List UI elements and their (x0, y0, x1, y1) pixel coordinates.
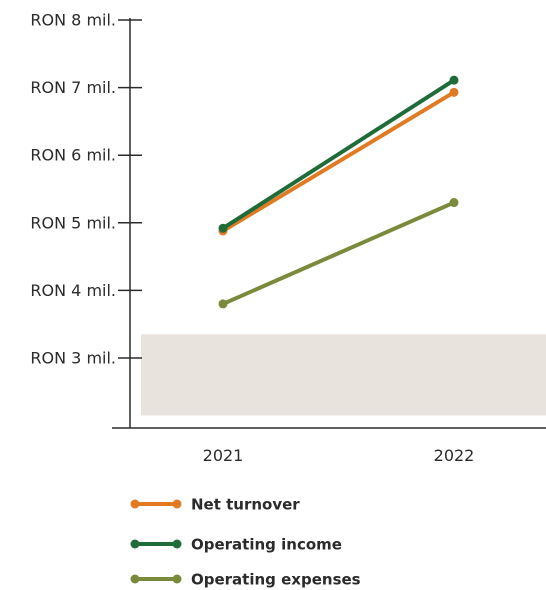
data-point (449, 87, 459, 97)
data-point (449, 75, 459, 85)
legend-label: Operating income (191, 536, 342, 554)
series-line (221, 200, 456, 306)
legend-swatch-dot (130, 539, 140, 549)
x-tick-label: 2022 (434, 446, 475, 465)
legend-swatch-dot (130, 499, 140, 509)
series-line (221, 78, 456, 231)
background-band (141, 334, 546, 416)
y-tick-label: RON 8 mil. (30, 11, 116, 30)
y-tick-label: RON 6 mil. (30, 146, 116, 165)
data-point (449, 198, 459, 208)
y-tick-label: RON 4 mil. (30, 281, 116, 300)
legend-item: Operating income (130, 536, 342, 554)
legend-swatch-dot (172, 539, 182, 549)
x-ticks: 2021 2022 (203, 446, 475, 465)
legend-label: Operating expenses (191, 571, 361, 589)
legend-swatch-dot (130, 574, 140, 584)
series-line (221, 90, 456, 233)
legend: Net turnover Operating income Operating ex… (130, 496, 361, 589)
data-point (218, 299, 228, 309)
series-operating-income (218, 75, 459, 233)
y-tick-label: RON 7 mil. (30, 78, 116, 97)
series-net-turnover (218, 87, 459, 236)
legend-item: Net turnover (130, 496, 300, 514)
y-tick-label: RON 5 mil. (30, 213, 116, 232)
series-operating-expenses (218, 198, 459, 309)
legend-swatch-dot (172, 574, 182, 584)
series-layer (218, 75, 459, 309)
y-tick-label: RON 3 mil. (30, 349, 116, 368)
y-ticks: RON 8 mil. RON 7 mil. RON 6 mil. RON 5 mil.… (30, 11, 142, 368)
data-point (218, 223, 228, 233)
legend-swatch-dot (172, 499, 182, 509)
legend-label: Net turnover (191, 496, 300, 514)
legend-item: Operating expenses (130, 571, 361, 589)
x-tick-label: 2021 (203, 446, 244, 465)
